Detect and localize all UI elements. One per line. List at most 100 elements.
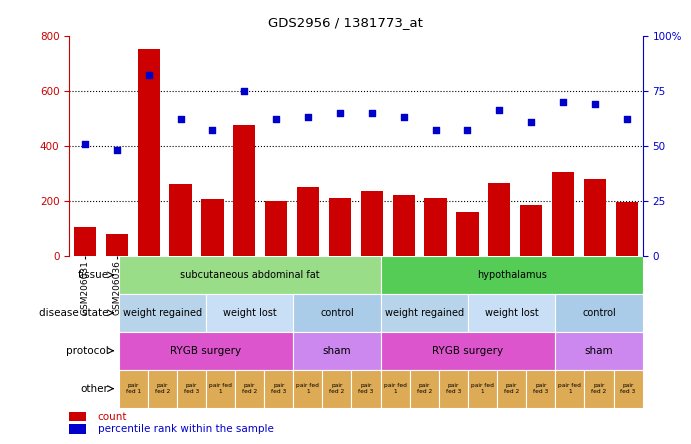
Text: pair
fed 2: pair fed 2 <box>504 383 519 394</box>
Bar <box>206 370 235 408</box>
Bar <box>177 370 206 408</box>
Bar <box>169 184 192 256</box>
Bar <box>106 234 128 256</box>
Point <box>589 100 600 107</box>
Bar <box>488 183 511 256</box>
Bar <box>293 332 381 370</box>
Bar <box>206 294 293 332</box>
Text: RYGB surgery: RYGB surgery <box>171 346 241 356</box>
Text: weight regained: weight regained <box>123 308 202 318</box>
Text: pair fed
1: pair fed 1 <box>384 383 406 394</box>
Text: pair
fed 2: pair fed 2 <box>330 383 345 394</box>
Bar <box>74 227 96 256</box>
Text: pair
fed 3: pair fed 3 <box>446 383 461 394</box>
Text: pair
fed 3: pair fed 3 <box>271 383 286 394</box>
Point <box>621 116 632 123</box>
Text: sham: sham <box>323 346 351 356</box>
Bar <box>552 172 574 256</box>
Point <box>462 127 473 134</box>
Text: pair
fed 3: pair fed 3 <box>359 383 374 394</box>
Bar <box>614 370 643 408</box>
Bar <box>585 370 614 408</box>
Bar <box>381 332 556 370</box>
Point <box>558 98 569 105</box>
Bar <box>293 370 323 408</box>
Text: pair fed
1: pair fed 1 <box>209 383 232 394</box>
Text: pair
fed 2: pair fed 2 <box>417 383 432 394</box>
Text: weight regained: weight regained <box>385 308 464 318</box>
Point <box>430 127 441 134</box>
Bar <box>556 370 585 408</box>
Bar <box>410 370 439 408</box>
Point <box>398 114 409 121</box>
Point <box>111 147 122 154</box>
Text: other: other <box>81 384 108 394</box>
Bar <box>381 370 410 408</box>
Point <box>79 140 91 147</box>
Text: pair fed
1: pair fed 1 <box>471 383 494 394</box>
Bar <box>468 370 497 408</box>
Text: disease state: disease state <box>39 308 108 318</box>
Bar <box>265 201 287 256</box>
Bar <box>381 256 643 294</box>
Text: protocol: protocol <box>66 346 108 356</box>
Point <box>303 114 314 121</box>
Text: hypothalamus: hypothalamus <box>477 270 547 280</box>
Bar <box>69 412 86 421</box>
Point <box>175 116 186 123</box>
Bar <box>201 199 224 256</box>
Text: weight lost: weight lost <box>485 308 538 318</box>
Point <box>271 116 282 123</box>
Text: control: control <box>320 308 354 318</box>
Text: pair fed
1: pair fed 1 <box>558 383 581 394</box>
Bar <box>119 256 381 294</box>
Point <box>366 109 377 116</box>
Bar <box>556 332 643 370</box>
Bar <box>119 294 206 332</box>
Text: percentile rank within the sample: percentile rank within the sample <box>98 424 274 434</box>
Bar <box>352 370 381 408</box>
Point <box>239 87 250 94</box>
Bar <box>119 370 148 408</box>
Bar <box>361 191 383 256</box>
Bar <box>235 370 264 408</box>
Bar <box>264 370 293 408</box>
Point <box>207 127 218 134</box>
Text: pair
fed 2: pair fed 2 <box>591 383 607 394</box>
Text: pair
fed 3: pair fed 3 <box>184 383 199 394</box>
Bar <box>293 294 381 332</box>
Bar <box>138 49 160 256</box>
Text: pair
fed 2: pair fed 2 <box>242 383 257 394</box>
Text: pair fed
1: pair fed 1 <box>296 383 319 394</box>
Bar <box>119 332 293 370</box>
Bar <box>456 212 479 256</box>
Point <box>526 118 537 125</box>
Bar <box>424 198 446 256</box>
Bar <box>616 202 638 256</box>
Bar <box>520 205 542 256</box>
Text: RYGB surgery: RYGB surgery <box>433 346 504 356</box>
Bar <box>497 370 526 408</box>
Text: GDS2956 / 1381773_at: GDS2956 / 1381773_at <box>268 16 423 28</box>
Text: pair
fed 1: pair fed 1 <box>126 383 141 394</box>
Bar <box>556 294 643 332</box>
Bar <box>584 179 606 256</box>
Point <box>334 109 346 116</box>
Bar <box>69 424 86 434</box>
Text: sham: sham <box>585 346 614 356</box>
Text: count: count <box>98 412 127 421</box>
Text: weight lost: weight lost <box>223 308 276 318</box>
Bar <box>323 370 352 408</box>
Text: tissue: tissue <box>77 270 108 280</box>
Bar <box>526 370 556 408</box>
Text: pair
fed 3: pair fed 3 <box>621 383 636 394</box>
Bar <box>329 198 351 256</box>
Text: pair
fed 3: pair fed 3 <box>533 383 549 394</box>
Bar <box>233 125 256 256</box>
Bar <box>439 370 468 408</box>
Point <box>143 71 154 79</box>
Bar <box>392 195 415 256</box>
Text: control: control <box>582 308 616 318</box>
Text: subcutaneous abdominal fat: subcutaneous abdominal fat <box>180 270 319 280</box>
Bar <box>148 370 177 408</box>
